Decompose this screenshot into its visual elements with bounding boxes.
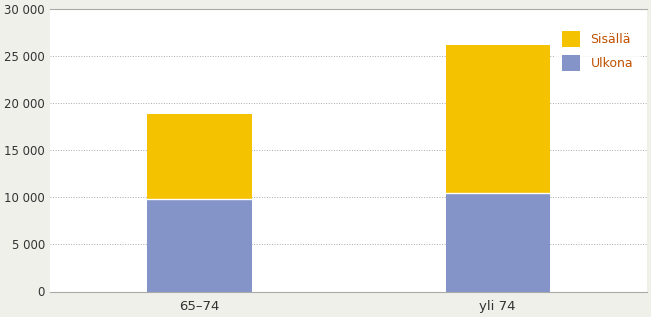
Legend: Sisällä, Ulkona: Sisällä, Ulkona: [554, 24, 641, 78]
Bar: [445, 193, 550, 292]
Bar: [147, 113, 252, 199]
Bar: [445, 45, 550, 193]
Bar: [147, 199, 252, 292]
